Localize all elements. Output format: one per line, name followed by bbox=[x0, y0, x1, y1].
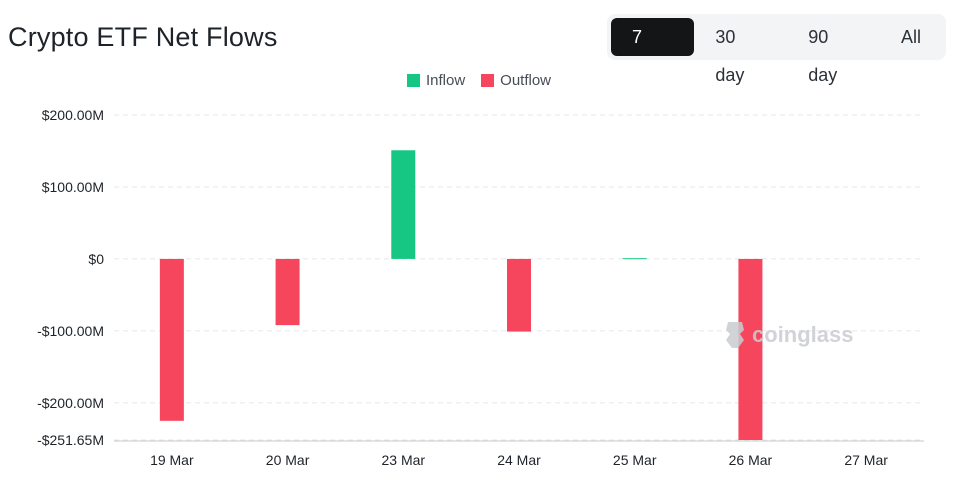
outflow-swatch bbox=[481, 74, 495, 87]
tab-all[interactable]: All bbox=[900, 27, 921, 47]
x-tick-label: 26 Mar bbox=[729, 452, 773, 468]
bar-25-mar bbox=[622, 258, 647, 260]
bar-24-mar bbox=[507, 258, 531, 332]
bar-23-mar bbox=[391, 150, 416, 259]
tab-7-day[interactable]: 7 day bbox=[611, 18, 695, 85]
y-tick-label: $200.00M bbox=[42, 107, 104, 123]
y-tick-label: -$200.00M bbox=[37, 395, 104, 411]
legend-label-outflow: Outflow bbox=[500, 72, 552, 89]
x-tick-label: 24 Mar bbox=[497, 452, 541, 468]
legend-label-inflow: Inflow bbox=[425, 72, 466, 89]
legend-item-outflow[interactable]: Outflow bbox=[481, 72, 551, 89]
tab-30-day[interactable]: 30 day bbox=[715, 27, 745, 85]
x-tick-label: 19 Mar bbox=[150, 452, 194, 468]
inflow-swatch bbox=[406, 74, 420, 87]
y-tick-label: -$251.65M bbox=[37, 432, 104, 448]
x-tick-label: 23 Mar bbox=[381, 452, 425, 468]
watermark-text: coinglass bbox=[752, 322, 854, 347]
y-tick-label: $0 bbox=[88, 251, 104, 267]
x-tick-label: 25 Mar bbox=[613, 452, 657, 468]
coinglass-logo-icon bbox=[726, 322, 744, 348]
tab-90-day[interactable]: 90 day bbox=[808, 27, 838, 85]
time-range-tabs: 7 day 30 day 90 day All bbox=[607, 14, 946, 85]
x-tick-label: 27 Mar bbox=[844, 452, 888, 468]
y-tick-label: $100.00M bbox=[42, 179, 104, 195]
legend-item-inflow[interactable]: Inflow bbox=[406, 72, 466, 89]
bar-26-mar bbox=[738, 258, 763, 440]
bar-19-mar bbox=[159, 258, 184, 421]
watermark: coinglass bbox=[722, 320, 853, 350]
bar-20-mar bbox=[275, 258, 300, 326]
page-title: Crypto ETF Net Flows bbox=[8, 22, 278, 52]
y-tick-label: -$100.00M bbox=[37, 323, 104, 339]
chart-legend: Inflow Outflow bbox=[0, 72, 958, 89]
x-tick-label: 20 Mar bbox=[266, 452, 310, 468]
